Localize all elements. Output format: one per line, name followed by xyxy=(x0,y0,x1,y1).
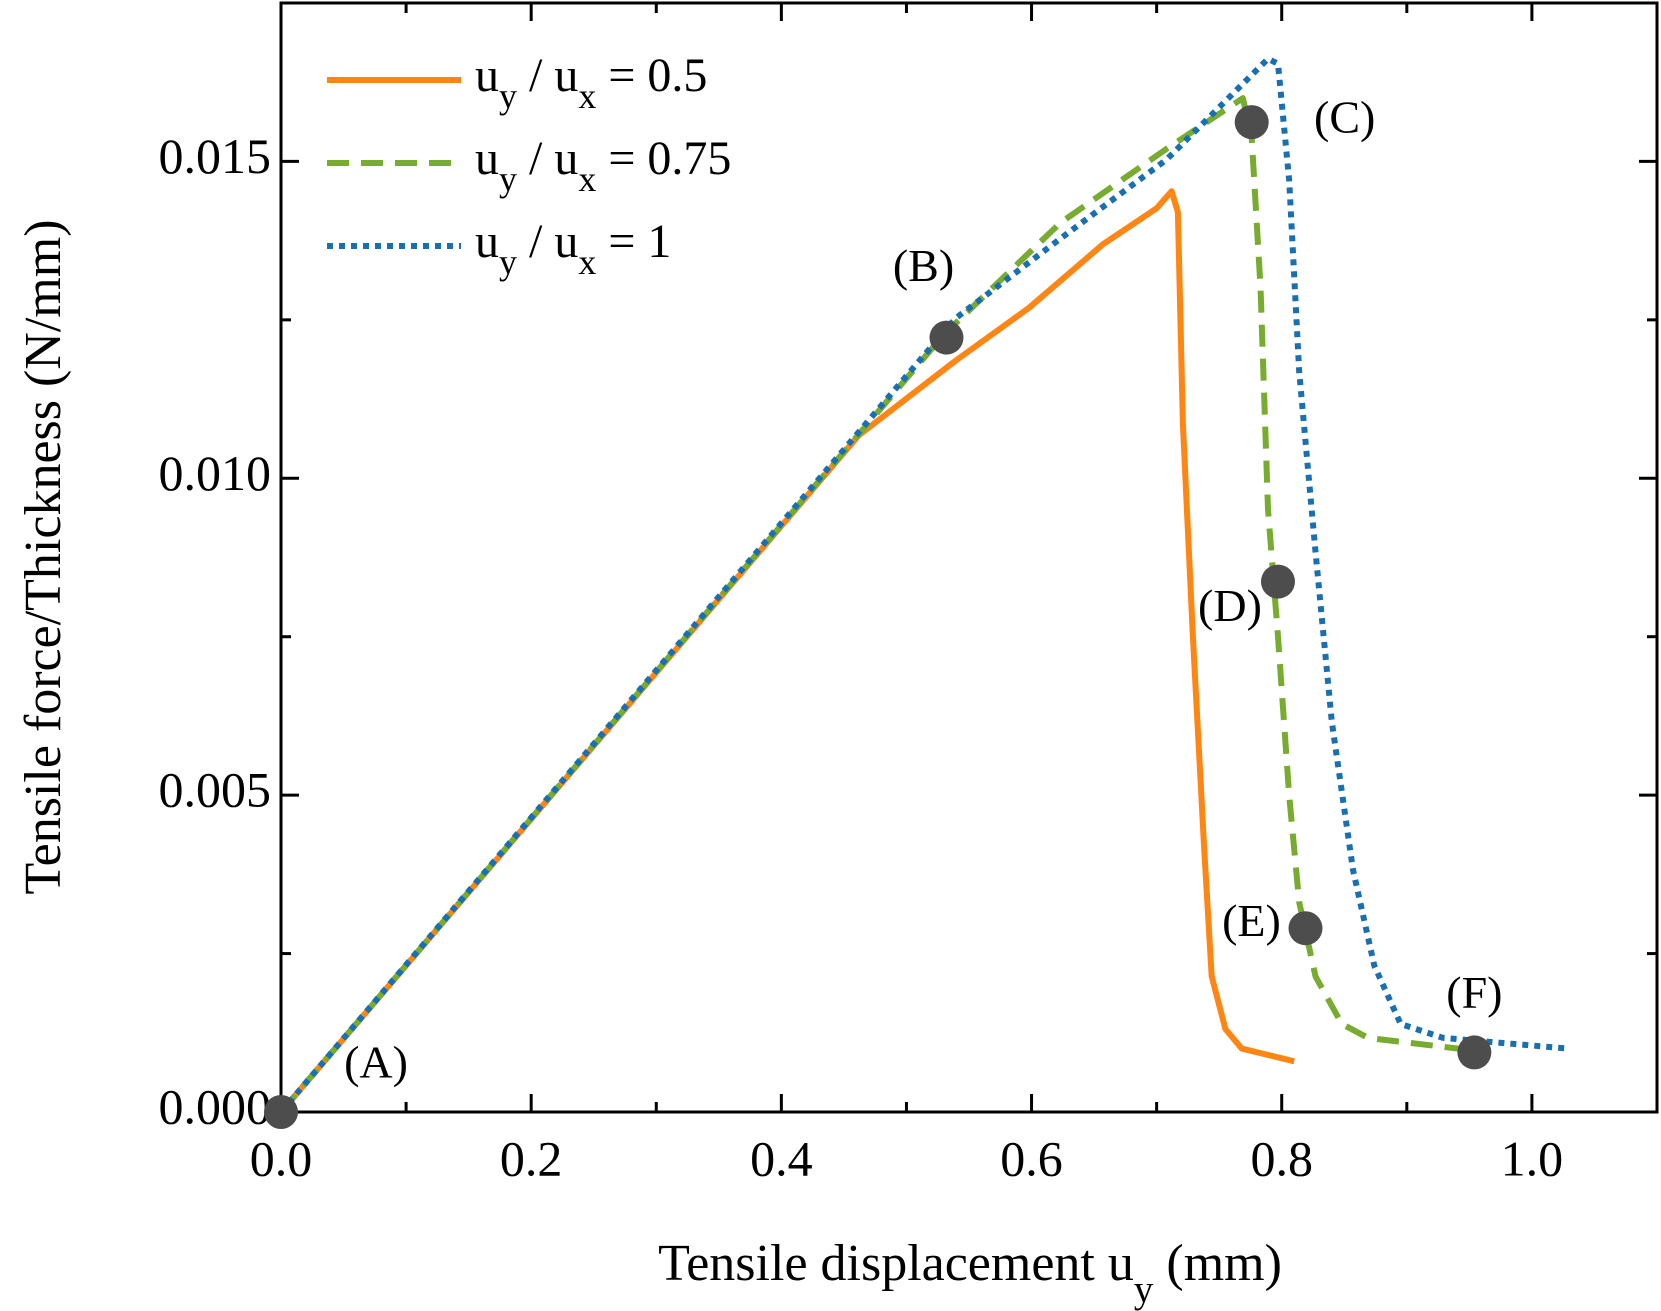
y-tick-label: 0.010 xyxy=(159,445,272,501)
annotation: (F) xyxy=(1446,967,1502,1018)
marker-point xyxy=(264,1095,298,1129)
series-line xyxy=(278,95,1475,1114)
annotation: (D) xyxy=(1198,580,1262,631)
legend-label: uy / ux = 0.5 xyxy=(475,49,707,116)
series-line xyxy=(278,188,1295,1114)
annotation: (B) xyxy=(893,240,954,291)
x-tick-label: 0.8 xyxy=(1250,1130,1313,1186)
y-tick-label: 0.000 xyxy=(159,1078,272,1134)
x-tick-label: 0.0 xyxy=(250,1130,313,1186)
series-line xyxy=(278,55,1569,1114)
x-axis-label: Tensile displacement uy (mm) xyxy=(658,1235,1282,1311)
annotation: (C) xyxy=(1314,92,1375,143)
plot-frame xyxy=(279,1,1659,1114)
marker-point xyxy=(1234,105,1269,140)
marker-point xyxy=(929,320,964,355)
x-tick-label: 0.2 xyxy=(500,1130,563,1186)
x-tick-label: 0.4 xyxy=(750,1130,813,1186)
x-tick-label: 0.6 xyxy=(1000,1130,1063,1186)
legend-label: uy / ux = 1 xyxy=(475,215,671,282)
y-axis-label: Tensile force/Thickness (N/mm) xyxy=(15,219,72,894)
annotation: (E) xyxy=(1222,895,1281,946)
y-tick-label: 0.005 xyxy=(159,762,272,818)
y-tick-label: 0.015 xyxy=(159,128,272,184)
x-tick-label: 1.0 xyxy=(1501,1130,1564,1186)
annotation: (A) xyxy=(344,1037,408,1088)
marker-point xyxy=(1260,564,1295,599)
legend-label: uy / ux = 0.75 xyxy=(475,132,731,199)
marker-point xyxy=(1457,1035,1492,1070)
marker-point xyxy=(1288,911,1323,946)
